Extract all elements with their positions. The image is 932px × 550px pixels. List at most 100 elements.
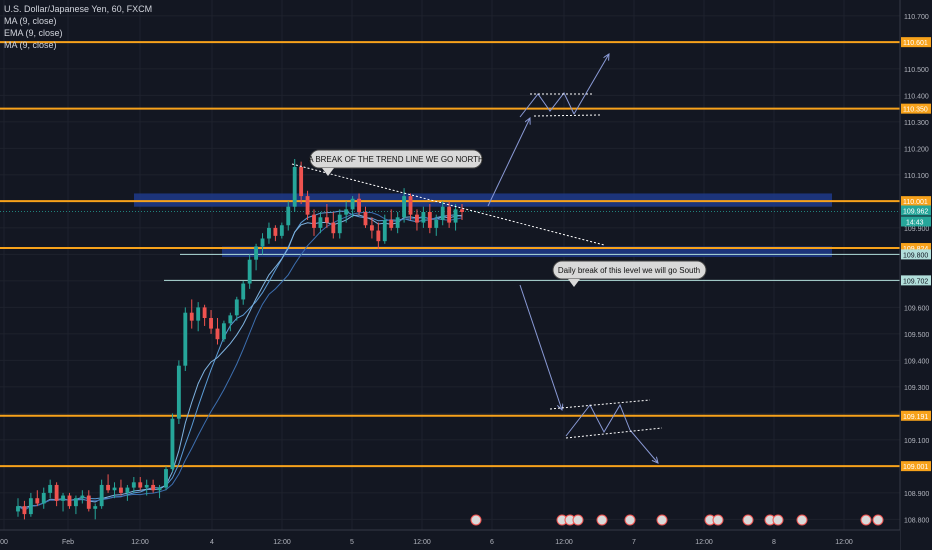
candle <box>176 365 181 419</box>
candle <box>382 219 387 242</box>
indicator-ema[interactable]: EMA (9, close) <box>4 28 63 38</box>
candle <box>376 230 381 242</box>
instrument-title: U.S. Dollar/Japanese Yen, 60, FXCM <box>4 4 153 14</box>
south-callout-text: Daily break of this level we will go Sou… <box>558 266 700 275</box>
candle <box>453 209 458 223</box>
time-axis[interactable]: 00 Feb 12:00 4 12:00 5 12:00 6 12:00 7 12:00 8 12:00 <box>0 529 900 550</box>
level-price-tag <box>901 196 931 207</box>
event-marker <box>872 514 884 526</box>
event-marker <box>624 514 636 526</box>
candle <box>22 506 27 515</box>
level-price-tag-label: 109.001 <box>903 464 928 471</box>
candle <box>93 506 98 509</box>
candle <box>267 227 271 239</box>
time-tick-label: 12:00 <box>413 539 431 546</box>
candles <box>16 159 464 520</box>
candle <box>73 498 78 507</box>
event-marker <box>712 514 724 526</box>
zigzag-north <box>519 92 575 118</box>
level-price-tag-label: 110.001 <box>903 199 928 206</box>
price-tick-label: 110.700 <box>904 14 929 21</box>
time-tick-label: 12:00 <box>131 539 149 546</box>
chart-legend: U.S. Dollar/Japanese Yen, 60, FXCM MA (9… <box>4 3 152 51</box>
price-axis[interactable]: 110.700110.600110.500110.400110.300110.2… <box>899 0 932 550</box>
event-marker <box>796 514 808 526</box>
dotted-upper <box>549 399 651 410</box>
candle <box>286 206 291 226</box>
time-tick-label: 4 <box>210 539 214 546</box>
candle <box>183 312 188 366</box>
dotted-lower <box>565 427 663 439</box>
event-marker <box>772 514 784 526</box>
countdown-tag <box>901 216 931 227</box>
indicator-ma-2[interactable]: MA (9, close) <box>4 40 57 50</box>
time-tick-label: 00 <box>0 539 8 546</box>
candle <box>80 495 85 499</box>
event-marker <box>860 514 872 526</box>
candle <box>119 487 123 493</box>
north-callout[interactable]: A BREAK OF THE TREND LINE WE GO NORTH <box>308 149 484 176</box>
dotted-bottom <box>533 114 601 117</box>
candle <box>16 506 20 512</box>
south-callout[interactable]: Daily break of this level we will go Sou… <box>552 260 707 287</box>
arrow-south-target <box>629 429 658 463</box>
price-tick-label: 108.800 <box>904 517 929 524</box>
candle <box>421 212 426 223</box>
candle <box>247 259 252 284</box>
candle <box>221 323 226 340</box>
price-tick-label: 109.500 <box>904 332 929 339</box>
level-price-tag <box>901 37 931 48</box>
candle <box>106 484 111 491</box>
candle <box>228 315 233 324</box>
event-markers <box>470 514 884 526</box>
time-tick-label: 5 <box>350 539 354 546</box>
candle <box>357 198 361 212</box>
countdown-tag-label: 14:43 <box>906 219 924 226</box>
candle <box>151 484 156 491</box>
time-tick-label: 12:00 <box>555 539 573 546</box>
candle <box>138 482 143 488</box>
price-tick-label: 109.400 <box>904 358 929 365</box>
time-tick-label: 12:00 <box>273 539 291 546</box>
level-price-tag <box>901 461 931 472</box>
candle <box>299 166 304 197</box>
candle <box>350 198 355 210</box>
candle <box>241 283 246 300</box>
price-tick-label: 110.400 <box>904 93 929 100</box>
arrow-north <box>487 118 530 207</box>
event-marker <box>656 514 668 526</box>
support-price-tag-label: 109.800 <box>903 252 928 259</box>
candle <box>312 214 316 228</box>
candle <box>61 495 65 501</box>
event-marker <box>596 514 608 526</box>
time-tick-label: 12:00 <box>835 539 853 546</box>
candle <box>337 214 342 234</box>
candle <box>125 487 130 493</box>
candle <box>215 328 220 340</box>
candle <box>440 206 445 220</box>
indicator-ma-1[interactable]: MA (9, close) <box>4 16 57 26</box>
candle <box>273 227 278 236</box>
candle <box>131 482 136 488</box>
candle <box>415 214 419 223</box>
candle <box>170 418 175 470</box>
candle <box>41 492 46 504</box>
time-tick-label: Feb <box>62 539 74 546</box>
support-price-tag <box>901 249 931 260</box>
candle <box>460 209 464 212</box>
candle <box>363 212 368 226</box>
candle <box>157 487 162 491</box>
horizontal-levels <box>0 41 900 468</box>
candle <box>292 166 297 207</box>
time-tick-label: 12:00 <box>695 539 713 546</box>
candle <box>234 299 239 316</box>
time-axis-bg <box>0 530 900 550</box>
price-tick-label: 109.600 <box>904 305 929 312</box>
event-marker <box>572 514 584 526</box>
zone-0 <box>134 193 832 207</box>
price-tick-label: 110.500 <box>904 67 929 74</box>
level-price-tag-label: 110.350 <box>903 107 928 114</box>
candle <box>324 217 329 223</box>
candle <box>395 217 400 228</box>
